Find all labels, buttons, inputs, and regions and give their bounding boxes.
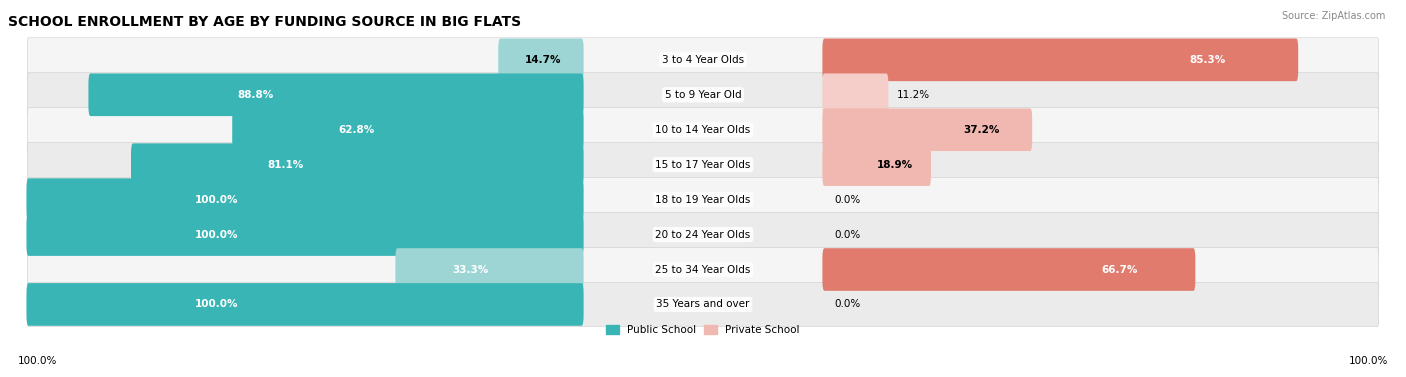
- Text: 100.0%: 100.0%: [194, 195, 238, 205]
- FancyBboxPatch shape: [28, 213, 1378, 257]
- Text: 66.7%: 66.7%: [1102, 265, 1137, 274]
- Text: 100.0%: 100.0%: [1348, 356, 1388, 366]
- Text: SCHOOL ENROLLMENT BY AGE BY FUNDING SOURCE IN BIG FLATS: SCHOOL ENROLLMENT BY AGE BY FUNDING SOUR…: [8, 15, 522, 29]
- Text: 15 to 17 Year Olds: 15 to 17 Year Olds: [655, 160, 751, 170]
- Text: 11.2%: 11.2%: [897, 90, 929, 100]
- FancyBboxPatch shape: [28, 108, 1378, 152]
- Text: 62.8%: 62.8%: [339, 125, 374, 135]
- Text: Source: ZipAtlas.com: Source: ZipAtlas.com: [1281, 11, 1385, 21]
- Text: 35 Years and over: 35 Years and over: [657, 299, 749, 310]
- Text: 0.0%: 0.0%: [835, 195, 860, 205]
- Text: 18 to 19 Year Olds: 18 to 19 Year Olds: [655, 195, 751, 205]
- FancyBboxPatch shape: [395, 248, 583, 291]
- FancyBboxPatch shape: [823, 38, 1298, 81]
- FancyBboxPatch shape: [498, 38, 583, 81]
- FancyBboxPatch shape: [27, 213, 583, 256]
- Text: 100.0%: 100.0%: [194, 299, 238, 310]
- FancyBboxPatch shape: [131, 143, 583, 186]
- FancyBboxPatch shape: [28, 143, 1378, 187]
- Text: 14.7%: 14.7%: [524, 55, 561, 65]
- Text: 3 to 4 Year Olds: 3 to 4 Year Olds: [662, 55, 744, 65]
- FancyBboxPatch shape: [232, 109, 583, 151]
- FancyBboxPatch shape: [89, 74, 583, 116]
- Text: 18.9%: 18.9%: [877, 160, 914, 170]
- FancyBboxPatch shape: [28, 73, 1378, 117]
- Text: 37.2%: 37.2%: [963, 125, 1000, 135]
- Text: 85.3%: 85.3%: [1189, 55, 1226, 65]
- Text: 81.1%: 81.1%: [267, 160, 304, 170]
- Text: 33.3%: 33.3%: [453, 265, 489, 274]
- Text: 5 to 9 Year Old: 5 to 9 Year Old: [665, 90, 741, 100]
- Text: 88.8%: 88.8%: [238, 90, 274, 100]
- Text: 10 to 14 Year Olds: 10 to 14 Year Olds: [655, 125, 751, 135]
- FancyBboxPatch shape: [823, 109, 1032, 151]
- FancyBboxPatch shape: [28, 178, 1378, 222]
- FancyBboxPatch shape: [27, 283, 583, 326]
- Legend: Public School, Private School: Public School, Private School: [602, 321, 804, 339]
- Text: 0.0%: 0.0%: [835, 299, 860, 310]
- Text: 100.0%: 100.0%: [18, 356, 58, 366]
- FancyBboxPatch shape: [28, 38, 1378, 82]
- FancyBboxPatch shape: [823, 74, 889, 116]
- Text: 100.0%: 100.0%: [194, 230, 238, 239]
- Text: 25 to 34 Year Olds: 25 to 34 Year Olds: [655, 265, 751, 274]
- FancyBboxPatch shape: [28, 282, 1378, 326]
- FancyBboxPatch shape: [823, 143, 931, 186]
- Text: 20 to 24 Year Olds: 20 to 24 Year Olds: [655, 230, 751, 239]
- Text: 0.0%: 0.0%: [835, 230, 860, 239]
- FancyBboxPatch shape: [823, 248, 1195, 291]
- FancyBboxPatch shape: [28, 247, 1378, 291]
- FancyBboxPatch shape: [27, 178, 583, 221]
